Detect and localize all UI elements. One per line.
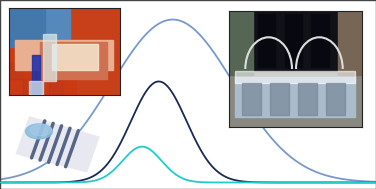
Bar bbox=[9, 63, 23, 79]
Bar bbox=[63, 48, 76, 63]
Bar bbox=[9, 8, 70, 47]
Bar bbox=[36, 48, 49, 63]
Bar bbox=[270, 83, 289, 115]
Bar bbox=[242, 83, 261, 115]
Bar bbox=[52, 44, 98, 70]
Bar bbox=[9, 48, 23, 63]
Bar bbox=[49, 48, 63, 63]
Ellipse shape bbox=[30, 124, 52, 136]
Bar bbox=[298, 83, 317, 115]
Bar bbox=[23, 79, 36, 94]
Bar bbox=[9, 79, 23, 94]
Bar bbox=[15, 40, 112, 70]
Bar bbox=[23, 63, 36, 79]
Bar bbox=[63, 79, 76, 94]
Bar bbox=[32, 55, 41, 94]
Bar bbox=[41, 42, 107, 79]
Ellipse shape bbox=[26, 124, 52, 139]
Bar bbox=[235, 77, 355, 117]
Bar bbox=[23, 48, 36, 63]
Bar bbox=[311, 14, 329, 67]
Polygon shape bbox=[16, 116, 99, 172]
Bar bbox=[285, 14, 302, 67]
Bar bbox=[9, 8, 45, 47]
Bar bbox=[229, 11, 253, 75]
Bar bbox=[49, 79, 63, 94]
Bar bbox=[258, 14, 275, 67]
Bar bbox=[36, 79, 49, 94]
Bar bbox=[235, 71, 355, 83]
Bar bbox=[29, 81, 43, 94]
Bar bbox=[36, 63, 49, 79]
Bar bbox=[49, 63, 63, 79]
Bar bbox=[326, 83, 345, 115]
Bar bbox=[63, 63, 76, 79]
Bar bbox=[229, 11, 362, 71]
Bar bbox=[338, 11, 362, 75]
Bar bbox=[42, 34, 56, 81]
